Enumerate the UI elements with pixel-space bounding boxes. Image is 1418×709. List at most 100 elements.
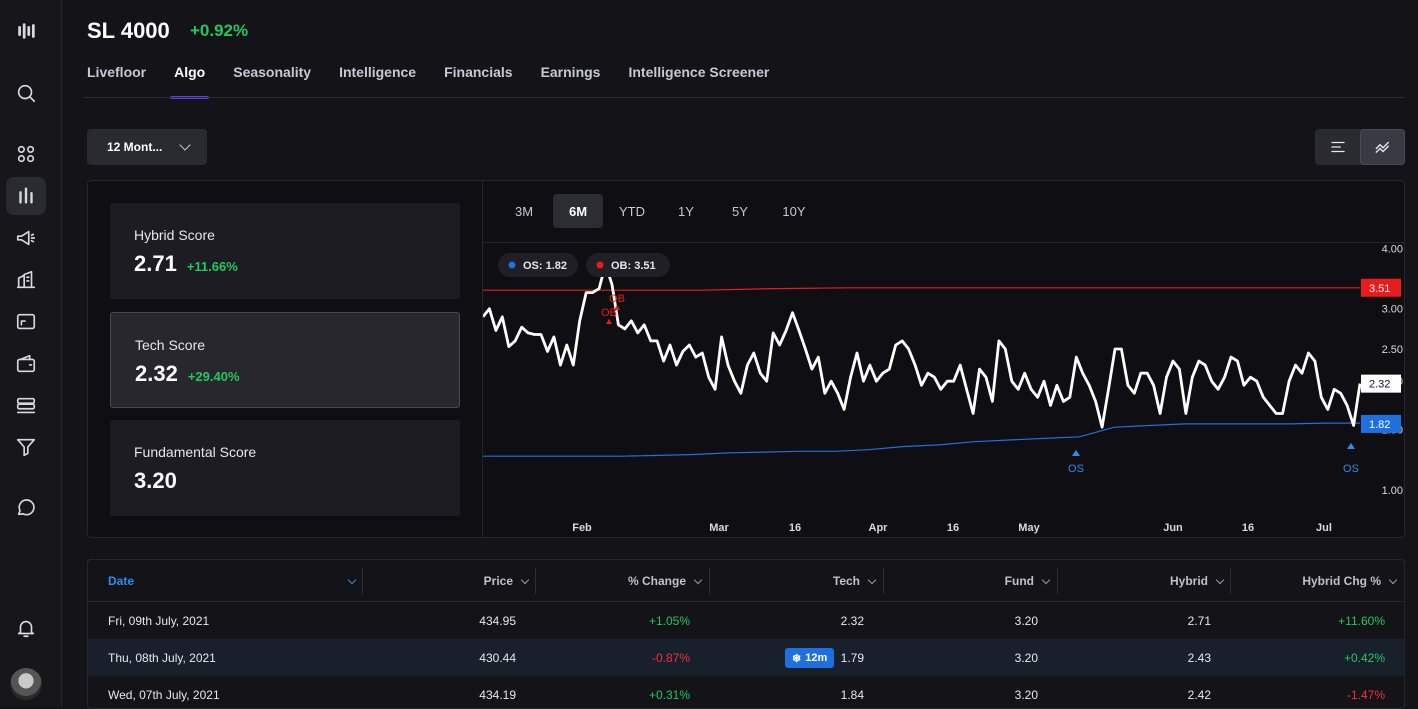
- period-10y[interactable]: 10Y: [782, 203, 806, 219]
- view-toggle: [1315, 129, 1405, 165]
- hybrid-score-label: Hybrid Score: [134, 227, 215, 243]
- cell-price: 434.95: [479, 613, 516, 628]
- column-header-change[interactable]: % Change: [627, 560, 703, 602]
- page-title: SL 4000: [87, 18, 170, 43]
- avatar[interactable]: [10, 668, 42, 700]
- period-1y[interactable]: 1Y: [678, 203, 694, 219]
- column-header-date[interactable]: Date: [108, 560, 134, 602]
- hybrid-score-value: 2.71: [134, 251, 177, 276]
- period-5y[interactable]: 5Y: [732, 203, 748, 219]
- tab-earnings[interactable]: Earnings: [540, 64, 601, 80]
- trend-lines-icon: [1375, 141, 1389, 153]
- value-label-box: [1361, 278, 1401, 297]
- signal-label: OB: [609, 293, 625, 305]
- cell-fund: 3.20: [1014, 650, 1038, 665]
- tab-financials[interactable]: Financials: [444, 64, 513, 80]
- legend-dot: [596, 261, 604, 269]
- fundamental-score-card[interactable]: Fundamental Score 3.20: [110, 420, 460, 516]
- column-header-fund[interactable]: Fund: [1004, 560, 1051, 602]
- period-3m[interactable]: 3M: [514, 203, 534, 219]
- column-label: Fund: [1004, 574, 1034, 588]
- legend-pill: [586, 253, 670, 277]
- chevron-down-icon: [520, 575, 530, 584]
- logo-icon[interactable]: [6, 12, 46, 50]
- period-6m[interactable]: 6M: [553, 194, 603, 228]
- tab-intelligence-screener[interactable]: Intelligence Screener: [628, 64, 770, 80]
- legend-label: OB: 3.51: [611, 260, 656, 272]
- os-arrow-icon: [1072, 450, 1080, 456]
- title-change: +0.92%: [190, 21, 249, 40]
- chat-icon[interactable]: [6, 488, 46, 526]
- tab-seasonality[interactable]: Seasonality: [233, 64, 312, 80]
- cell-fund: 3.20: [1014, 613, 1038, 628]
- column-header-hybrid[interactable]: Hybrid: [1170, 560, 1225, 602]
- range-dropdown[interactable]: 12 Mont...: [87, 129, 207, 165]
- period-ytd[interactable]: YTD: [619, 203, 645, 219]
- column-label: % Change: [627, 574, 686, 588]
- x-tick-label: 16: [1242, 522, 1254, 534]
- hybrid-score-card[interactable]: Hybrid Score 2.71 +11.66%: [110, 203, 460, 299]
- megaphone-icon[interactable]: [6, 219, 46, 257]
- table-row[interactable]: Wed, 07th July, 2021 434.19 +0.31% 1.84 …: [88, 676, 1404, 708]
- list-view-button[interactable]: [1315, 129, 1360, 165]
- value-label: 1.82: [1369, 419, 1390, 431]
- chart-view-button[interactable]: [1360, 129, 1405, 165]
- filter-icon[interactable]: [6, 428, 46, 466]
- value-label-box: [1361, 414, 1401, 433]
- timeframe-badge[interactable]: ❄ 12m: [785, 648, 835, 668]
- ob-line: [483, 287, 1360, 291]
- cell-price: 434.19: [479, 687, 516, 702]
- tech-score-line: [483, 263, 1362, 429]
- y-tick-label: 2.50: [1382, 344, 1403, 356]
- chevron-down-icon: [1041, 575, 1051, 584]
- chevron-down-icon: [693, 575, 703, 584]
- cell-fund: 3.20: [1014, 687, 1038, 702]
- column-header-hybrid-chg[interactable]: Hybrid Chg %: [1302, 560, 1398, 602]
- cell-date: Thu, 08th July, 2021: [108, 650, 216, 665]
- column-label: Hybrid Chg %: [1302, 574, 1381, 588]
- legend-label: OS: 1.82: [523, 260, 567, 272]
- value-label: 3.51: [1369, 283, 1390, 295]
- buildings-icon[interactable]: [6, 261, 46, 299]
- cell-hybrid-chg: +11.60%: [1338, 613, 1385, 628]
- column-header-tech[interactable]: Tech: [833, 560, 877, 602]
- tech-score-change: +29.40%: [187, 369, 240, 384]
- fundamental-score-label: Fundamental Score: [134, 444, 257, 460]
- tab-livefloor[interactable]: Livefloor: [87, 64, 147, 80]
- tech-score-card[interactable]: Tech Score 2.32 +29.40%: [110, 312, 460, 408]
- list-icon: [1330, 141, 1345, 153]
- table-row[interactable]: Fri, 09th July, 2021 434.95 +1.05% 2.32 …: [88, 602, 1404, 639]
- main-content: SL 4000 +0.92% Livefloor Algo Seasonalit…: [62, 0, 1418, 709]
- date-sort-chevron[interactable]: [340, 560, 357, 602]
- tab-intelligence[interactable]: Intelligence: [339, 64, 417, 80]
- legend-pill: [498, 253, 578, 277]
- tab-algo[interactable]: Algo: [170, 64, 210, 99]
- cell-hybrid: 2.42: [1187, 687, 1211, 702]
- hybrid-score-change: +11.66%: [186, 259, 238, 274]
- screen-icon[interactable]: [6, 303, 46, 341]
- score-chart[interactable]: 4.504.003.002.502.001.501.00FebMar16Apr1…: [483, 243, 1405, 537]
- cell-price: 430.44: [479, 650, 516, 665]
- chart-bars-icon[interactable]: [6, 177, 46, 215]
- legend-dot: [508, 261, 516, 269]
- chart-area: 3M 6M YTD 1Y 5Y 10Y 4.504.003.002.502.00…: [482, 181, 1405, 537]
- cell-tech: 1.84: [840, 687, 864, 702]
- value-label-box: [1361, 374, 1401, 393]
- cell-change: +0.31%: [648, 687, 690, 702]
- y-tick-label: 4.00: [1382, 243, 1403, 255]
- chevron-down-icon: [1215, 575, 1225, 584]
- chevron-down-icon: [347, 575, 357, 584]
- wallet-icon[interactable]: [6, 345, 46, 383]
- layers-icon[interactable]: [6, 387, 46, 425]
- range-dropdown-label: 12 Mont...: [107, 140, 163, 154]
- bell-icon[interactable]: [6, 609, 46, 647]
- column-header-price[interactable]: Price: [484, 560, 530, 602]
- table-row[interactable]: Thu, 08th July, 2021 430.44 -0.87% ❄ 12m…: [88, 639, 1404, 676]
- search-icon[interactable]: [6, 74, 46, 112]
- y-tick-label: 1.00: [1382, 485, 1403, 497]
- x-tick-label: 16: [789, 522, 801, 534]
- scores-table: Date Price % Change Tech Fund Hybrid Hyb…: [87, 559, 1405, 709]
- grid-icon[interactable]: [6, 135, 46, 173]
- column-separator: [1230, 568, 1231, 594]
- ob-arrow-icon: [606, 319, 612, 324]
